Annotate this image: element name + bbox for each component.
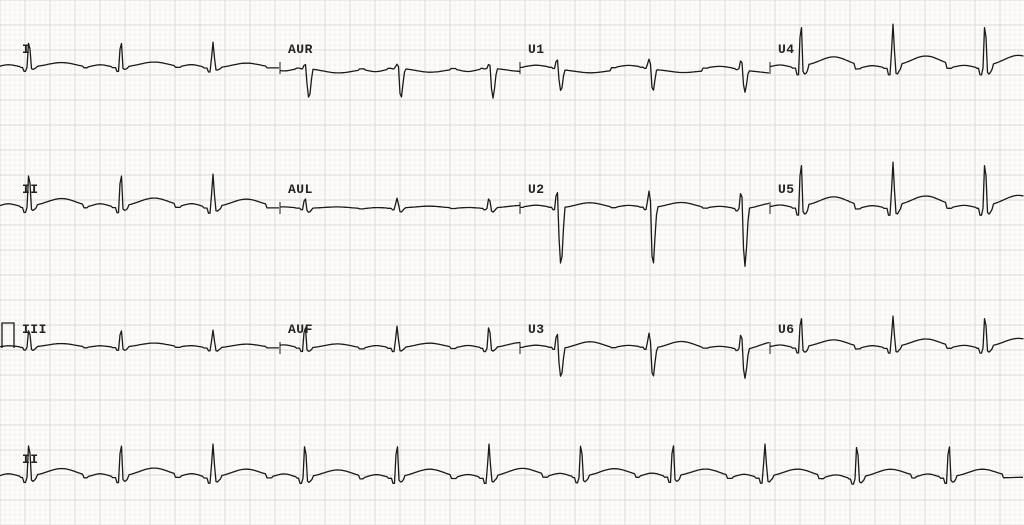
ecg-trace-u2 bbox=[520, 191, 769, 266]
lead-label-u2: U2 bbox=[528, 182, 545, 197]
lead-label-u4: U4 bbox=[778, 42, 795, 57]
ecg-trace-aur bbox=[280, 64, 520, 98]
ecg-trace-auf bbox=[280, 326, 520, 351]
lead-label-u1: U1 bbox=[528, 42, 545, 57]
ecg-trace-i bbox=[0, 42, 279, 72]
lead-label-iii: III bbox=[22, 322, 47, 337]
ecg-12lead-chart: I AUR U1 U4 II AUL U2 U5 III AUF U3 U6 II bbox=[0, 0, 1024, 525]
lead-label-i: I bbox=[22, 42, 30, 57]
lead-label-aur: AUR bbox=[288, 42, 313, 57]
lead-label-ii: II bbox=[22, 452, 39, 467]
lead-label-u3: U3 bbox=[528, 322, 545, 337]
lead-label-u6: U6 bbox=[778, 322, 795, 337]
lead-label-auf: AUF bbox=[288, 322, 313, 337]
ecg-trace-ii bbox=[0, 174, 279, 213]
lead-label-aul: AUL bbox=[288, 182, 313, 197]
ecg-trace-u1 bbox=[520, 59, 769, 92]
lead-label-u5: U5 bbox=[778, 182, 795, 197]
ecg-trace-aul bbox=[280, 198, 520, 212]
ecg-trace-u6 bbox=[770, 316, 1024, 353]
ecg-trace-u4 bbox=[770, 24, 1024, 75]
ecg-trace-ii bbox=[0, 444, 1023, 484]
ecg-trace-u5 bbox=[770, 162, 1024, 215]
ecg-traces bbox=[0, 0, 1024, 525]
lead-label-ii: II bbox=[22, 182, 39, 197]
ecg-trace-u3 bbox=[520, 333, 769, 378]
